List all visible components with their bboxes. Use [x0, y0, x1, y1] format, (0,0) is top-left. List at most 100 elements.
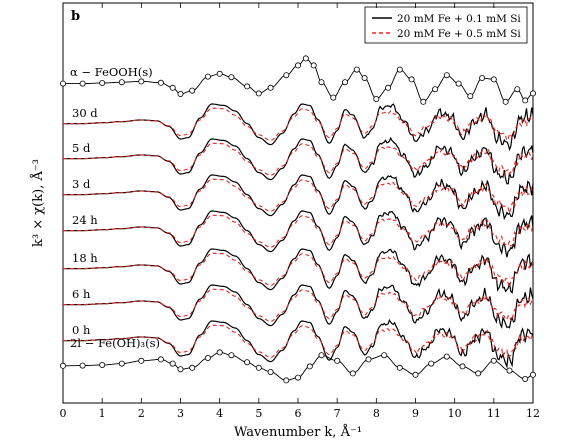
- reference-marker-alpha-feooh: [302, 55, 309, 62]
- reference-marker-2l-feoh3: [283, 377, 290, 384]
- reference-marker-alpha-feooh: [443, 72, 450, 79]
- reference-marker-alpha-feooh: [385, 84, 392, 91]
- reference-marker-2l-feoh3: [79, 362, 86, 369]
- reference-marker-2l-feoh3: [459, 363, 466, 370]
- reference-marker-alpha-feooh: [432, 86, 439, 93]
- series-label: 0 h: [72, 323, 91, 337]
- reference-marker-alpha-feooh: [138, 78, 145, 85]
- reference-marker-alpha-feooh: [244, 83, 251, 90]
- series-labels: α − FeOOH(s) 30 d 5 d 3 d 24 h 18 h 6 h 0 h2l −…: [70, 65, 160, 350]
- reference-marker-alpha-feooh: [373, 96, 380, 103]
- reference-marker-alpha-feooh: [330, 94, 337, 101]
- x-tick-label: 6: [295, 407, 302, 420]
- x-axis: 0 1 2 3 4 5 6 7 8 9 10 11 12: [60, 3, 540, 420]
- x-tick-label: 4: [216, 407, 223, 420]
- series-label: 6 h: [72, 287, 91, 301]
- series-line-0.5si: [63, 288, 534, 322]
- reference-marker-alpha-feooh: [255, 90, 262, 97]
- reference-marker-2l-feoh3: [530, 371, 537, 378]
- series-label: 5 d: [72, 141, 91, 155]
- reference-marker-2l-feoh3: [349, 370, 356, 377]
- series-line-0.1si: [63, 136, 534, 185]
- x-tick-label: 3: [177, 407, 184, 420]
- reference-marker-2l-feoh3: [522, 375, 529, 382]
- x-tick-label: 8: [373, 407, 380, 420]
- reference-marker-2l-feoh3: [412, 371, 419, 378]
- series-line-0.5si: [63, 142, 534, 176]
- reference-marker-2l-feoh3: [490, 357, 497, 364]
- x-tick-label: 10: [448, 407, 462, 420]
- series-line-0.1si: [63, 248, 534, 295]
- series-line-0.5si: [63, 107, 534, 142]
- reference-marker-alpha-feooh: [294, 62, 301, 69]
- reference-marker-2l-feoh3: [334, 357, 341, 364]
- reference-marker-alpha-feooh: [455, 80, 462, 87]
- reference-marker-2l-feoh3: [294, 374, 301, 381]
- reference-marker-alpha-feooh: [530, 90, 537, 97]
- reference-marker-2l-feoh3: [244, 359, 251, 366]
- reference-marker-alpha-feooh: [79, 80, 86, 87]
- reference-marker-alpha-feooh: [204, 73, 211, 80]
- x-tick-label: 2: [138, 407, 145, 420]
- series-label: 24 h: [72, 213, 98, 227]
- reference-marker-2l-feoh3: [60, 362, 67, 369]
- panel-label: b: [71, 9, 80, 24]
- reference-marker-2l-feoh3: [428, 360, 435, 367]
- series-label-2l-feoh3: 2l − Fe(OH)₃(s): [70, 336, 160, 350]
- legend-box: [364, 6, 528, 44]
- series-line-0.5si: [63, 252, 534, 290]
- reference-marker-alpha-feooh: [408, 76, 415, 83]
- series-line-0.5si: [63, 178, 534, 216]
- reference-marker-alpha-feooh: [420, 98, 427, 105]
- reference-marker-2l-feoh3: [381, 352, 388, 359]
- reference-marker-alpha-feooh: [267, 84, 274, 91]
- reference-marker-alpha-feooh: [189, 87, 196, 94]
- reference-marker-alpha-feooh: [514, 86, 521, 93]
- reference-marker-alpha-feooh: [283, 72, 290, 79]
- reference-marker-alpha-feooh: [318, 79, 325, 86]
- series-line-0.1si: [63, 103, 534, 152]
- reference-marker-alpha-feooh: [99, 80, 106, 87]
- series-label: 30 d: [72, 106, 98, 120]
- reference-marker-2l-feoh3: [169, 360, 176, 367]
- y-axis-label: k³ × χ(k), Å⁻³: [30, 159, 46, 247]
- series-label: 3 d: [72, 177, 91, 191]
- series-label-alpha-feooh: α − FeOOH(s): [70, 65, 153, 79]
- reference-marker-2l-feoh3: [318, 352, 325, 359]
- series-layer: [60, 55, 537, 384]
- reference-marker-2l-feoh3: [443, 353, 450, 360]
- reference-marker-2l-feoh3: [228, 352, 235, 359]
- x-axis-label: Wavenumber k, Å⁻¹: [234, 424, 362, 440]
- x-tick-label: 7: [334, 407, 341, 420]
- reference-marker-alpha-feooh: [396, 66, 403, 73]
- x-tick-label: 5: [255, 407, 262, 420]
- series-line-0.1si: [63, 210, 534, 258]
- reference-marker-2l-feoh3: [267, 368, 274, 375]
- series-line-0.1si: [63, 174, 534, 221]
- reference-marker-alpha-feooh: [118, 79, 125, 86]
- reference-marker-2l-feoh3: [99, 361, 106, 368]
- series-line-0.5si: [63, 214, 534, 248]
- reference-marker-alpha-feooh: [177, 91, 184, 98]
- reference-marker-alpha-feooh: [157, 79, 164, 86]
- reference-marker-alpha-feooh: [467, 93, 474, 100]
- reference-marker-alpha-feooh: [341, 79, 348, 86]
- reference-marker-2l-feoh3: [138, 357, 145, 364]
- x-tick-label: 12: [526, 407, 540, 420]
- x-tick-label: 9: [412, 407, 419, 420]
- reference-marker-alpha-feooh: [361, 75, 368, 82]
- x-tick-label: 1: [99, 407, 106, 420]
- reference-marker-2l-feoh3: [157, 356, 164, 363]
- reference-marker-alpha-feooh: [522, 97, 529, 104]
- reference-marker-2l-feoh3: [365, 356, 372, 363]
- reference-marker-2l-feoh3: [506, 367, 513, 374]
- reference-marker-alpha-feooh: [310, 62, 317, 69]
- reference-marker-2l-feoh3: [255, 364, 262, 371]
- legend-label-0.5si: 20 mM Fe + 0.5 mM Si: [397, 28, 521, 40]
- reference-marker-alpha-feooh: [502, 98, 509, 105]
- reference-marker-alpha-feooh: [169, 84, 176, 91]
- reference-marker-2l-feoh3: [216, 349, 223, 356]
- reference-marker-alpha-feooh: [490, 76, 497, 83]
- reference-marker-alpha-feooh: [353, 66, 360, 73]
